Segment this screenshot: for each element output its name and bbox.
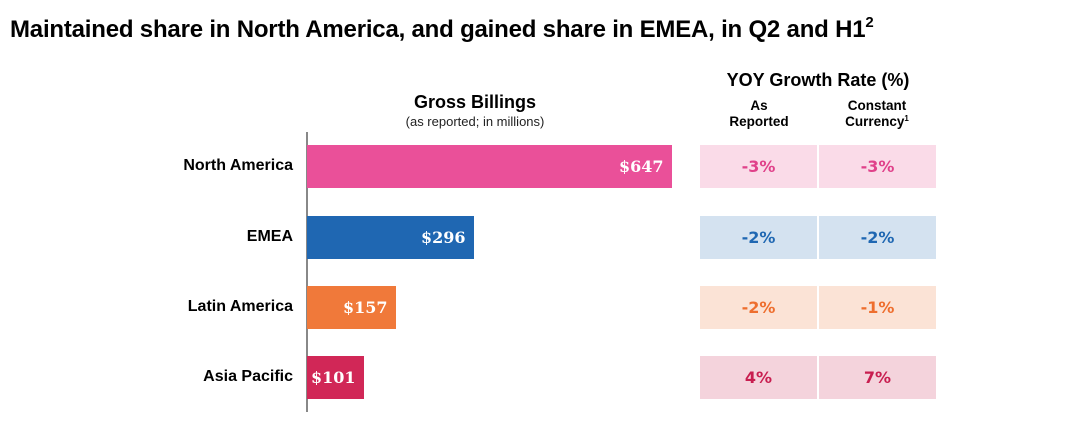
constant-currency-cell-north-america: -3% (819, 145, 936, 188)
bar-value-label-latin-america: $157 (343, 298, 388, 317)
bar-value-label-emea: $296 (421, 228, 466, 247)
constant-currency-cell-emea: -2% (819, 216, 936, 259)
region-label-north-america: North America (183, 157, 293, 174)
region-label-latin-america: Latin America (187, 298, 293, 315)
bar-asia-pacific: $101 (307, 356, 364, 399)
bar-value-label-north-america: $647 (619, 157, 664, 176)
cell-divider (818, 145, 819, 188)
cell-divider (818, 356, 819, 399)
bar-emea: $296 (307, 216, 474, 259)
yoy-growth-title: YOY Growth Rate (%) (726, 70, 910, 90)
bar-value-label-asia-pacific: $101 (311, 368, 356, 387)
as-reported-cell-north-america: -3% (700, 145, 817, 188)
region-label-asia-pacific: Asia Pacific (203, 368, 293, 385)
title-footnote: 2 (865, 14, 874, 31)
constant-currency-cell-asia-pacific: 7% (819, 356, 936, 399)
bar-north-america: $647 (307, 145, 672, 188)
cell-divider (818, 216, 819, 259)
cell-divider (818, 286, 819, 329)
gross-billings-subtitle: (as reported; in millions) (405, 114, 545, 129)
constant-currency-header: Constant Currency1 (845, 98, 909, 129)
bar-latin-america: $157 (307, 286, 396, 329)
as-reported-cell-asia-pacific: 4% (700, 356, 817, 399)
as-reported-cell-latin-america: -2% (700, 286, 817, 329)
gross-billings-title: Gross Billings (413, 92, 537, 112)
bar-axis-line (306, 132, 308, 412)
constant-currency-footnote: 1 (904, 114, 909, 123)
as-reported-cell-emea: -2% (700, 216, 817, 259)
page-title: Maintained share in North America, and g… (10, 14, 874, 43)
as-reported-header: As Reported (729, 98, 789, 129)
region-label-emea: EMEA (246, 228, 293, 245)
constant-currency-cell-latin-america: -1% (819, 286, 936, 329)
